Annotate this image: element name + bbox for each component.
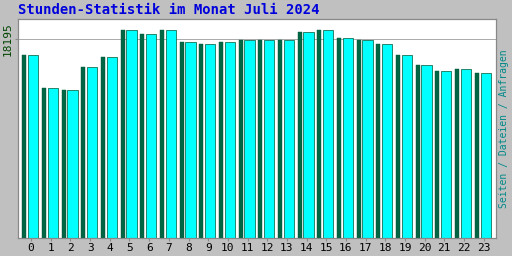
Bar xyxy=(435,71,439,238)
Bar xyxy=(304,32,314,238)
Bar xyxy=(106,57,117,238)
Bar xyxy=(61,90,66,238)
Bar xyxy=(402,55,412,238)
Bar xyxy=(323,30,333,238)
Y-axis label: Seiten / Dateien / Anfragen: Seiten / Dateien / Anfragen xyxy=(499,49,509,208)
Bar xyxy=(166,30,176,238)
Bar xyxy=(317,30,322,238)
Bar xyxy=(121,30,124,238)
Bar xyxy=(284,40,294,238)
Bar xyxy=(28,55,38,238)
Bar xyxy=(101,57,105,238)
Bar xyxy=(42,88,46,238)
Bar xyxy=(382,44,392,238)
Bar xyxy=(180,42,184,238)
Bar xyxy=(219,42,223,238)
Bar xyxy=(87,67,97,238)
Bar xyxy=(259,40,262,238)
Bar xyxy=(22,55,26,238)
Bar xyxy=(357,40,360,238)
Bar xyxy=(343,38,353,238)
Bar xyxy=(239,40,243,238)
Bar xyxy=(455,69,459,238)
Text: Stunden-Statistik im Monat Juli 2024: Stunden-Statistik im Monat Juli 2024 xyxy=(18,3,320,17)
Bar xyxy=(160,30,164,238)
Bar xyxy=(362,40,373,238)
Bar xyxy=(205,44,215,238)
Bar xyxy=(441,71,452,238)
Bar xyxy=(480,73,490,238)
Bar xyxy=(376,44,380,238)
Bar xyxy=(225,42,235,238)
Bar xyxy=(140,34,144,238)
Bar xyxy=(264,40,274,238)
Bar xyxy=(337,38,341,238)
Bar xyxy=(48,88,58,238)
Bar xyxy=(278,40,282,238)
Bar xyxy=(461,69,471,238)
Bar xyxy=(185,42,196,238)
Bar xyxy=(81,67,85,238)
Bar xyxy=(126,30,137,238)
Bar xyxy=(475,73,479,238)
Bar xyxy=(297,32,302,238)
Bar xyxy=(244,40,254,238)
Bar xyxy=(199,44,203,238)
Bar xyxy=(146,34,156,238)
Bar xyxy=(67,90,77,238)
Bar xyxy=(396,55,400,238)
Bar xyxy=(416,65,420,238)
Bar xyxy=(421,65,432,238)
